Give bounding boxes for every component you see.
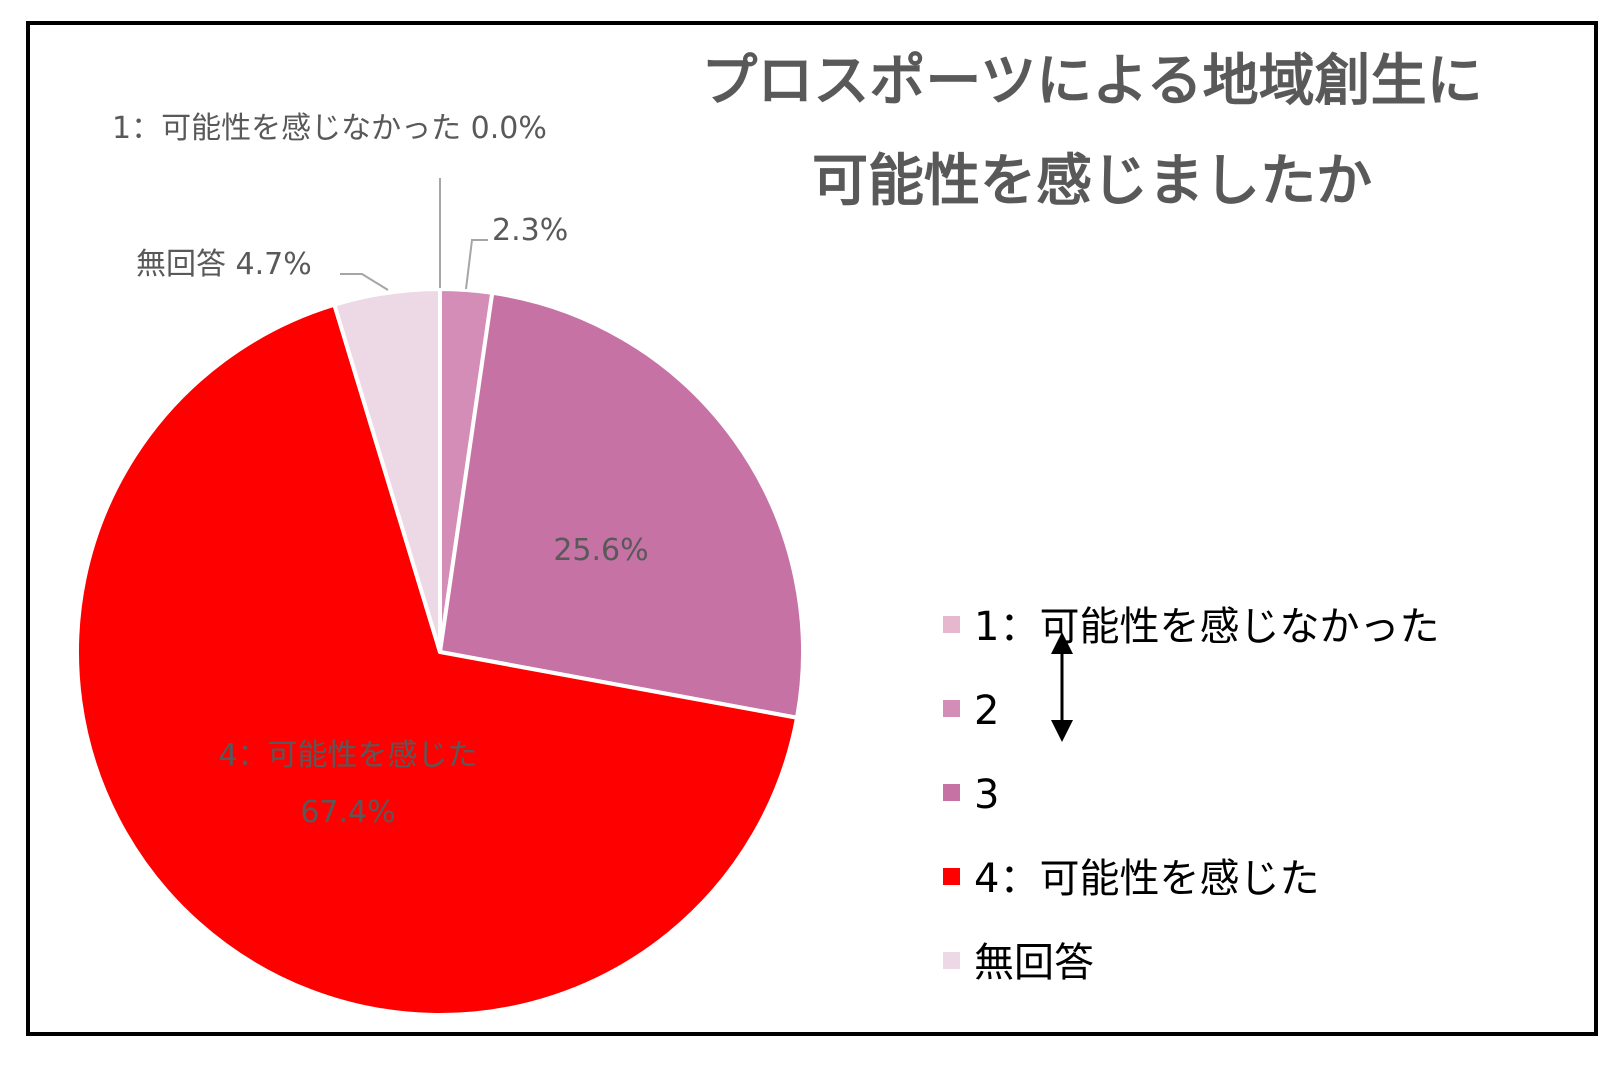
pie-slice-3 [438, 290, 805, 720]
data-label-slice-4: 4：可能性を感じた 67.4% [218, 738, 477, 830]
legend-label-5: 無回答 [974, 940, 1094, 986]
pie-slice-5 [332, 287, 442, 654]
legend-label-3: 3 [974, 772, 999, 818]
legend-swatch-1 [943, 616, 960, 633]
legend-swatch-4 [943, 868, 960, 885]
legend-swatch-3 [943, 784, 960, 801]
data-label-slice-2: 2.3% [492, 213, 568, 248]
leader-line-slice-5 [340, 273, 389, 291]
chart-title-line-2: 可能性を感じましたか [812, 149, 1372, 214]
legend: 1：可能性を感じなかった 2 3 4：可能性を感じた 無回答 [943, 604, 1439, 986]
svg-text:4：可能性を感じた: 4：可能性を感じた [218, 738, 477, 773]
pie-slices [75, 287, 805, 1017]
leader-line-slice-2 [465, 239, 488, 290]
legend-label-2: 2 [974, 688, 999, 734]
data-label-slice-5: 無回答 4.7% [136, 247, 312, 282]
svg-text:無回答 4.7%: 無回答 4.7% [136, 247, 312, 282]
legend-label-4: 4：可能性を感じた [974, 856, 1319, 902]
legend-swatch-2 [943, 700, 960, 717]
data-label-slice-1: 1：可能性を感じなかった 0.0% [112, 111, 547, 146]
data-label-slice-3: 25.6% [553, 533, 648, 568]
legend-label-1: 1：可能性を感じなかった [974, 604, 1439, 650]
svg-text:67.4%: 67.4% [300, 795, 395, 830]
chart-title-line-1: プロスポーツによる地域創生に [701, 49, 1482, 114]
svg-text:25.6%: 25.6% [553, 533, 648, 568]
pie-slice-4 [75, 302, 799, 1017]
svg-text:2.3%: 2.3% [492, 213, 568, 248]
scale-arrow [1051, 632, 1073, 742]
legend-swatch-5 [943, 952, 960, 969]
svg-text:1：可能性を感じなかった 0.0%: 1：可能性を感じなかった 0.0% [112, 111, 547, 146]
